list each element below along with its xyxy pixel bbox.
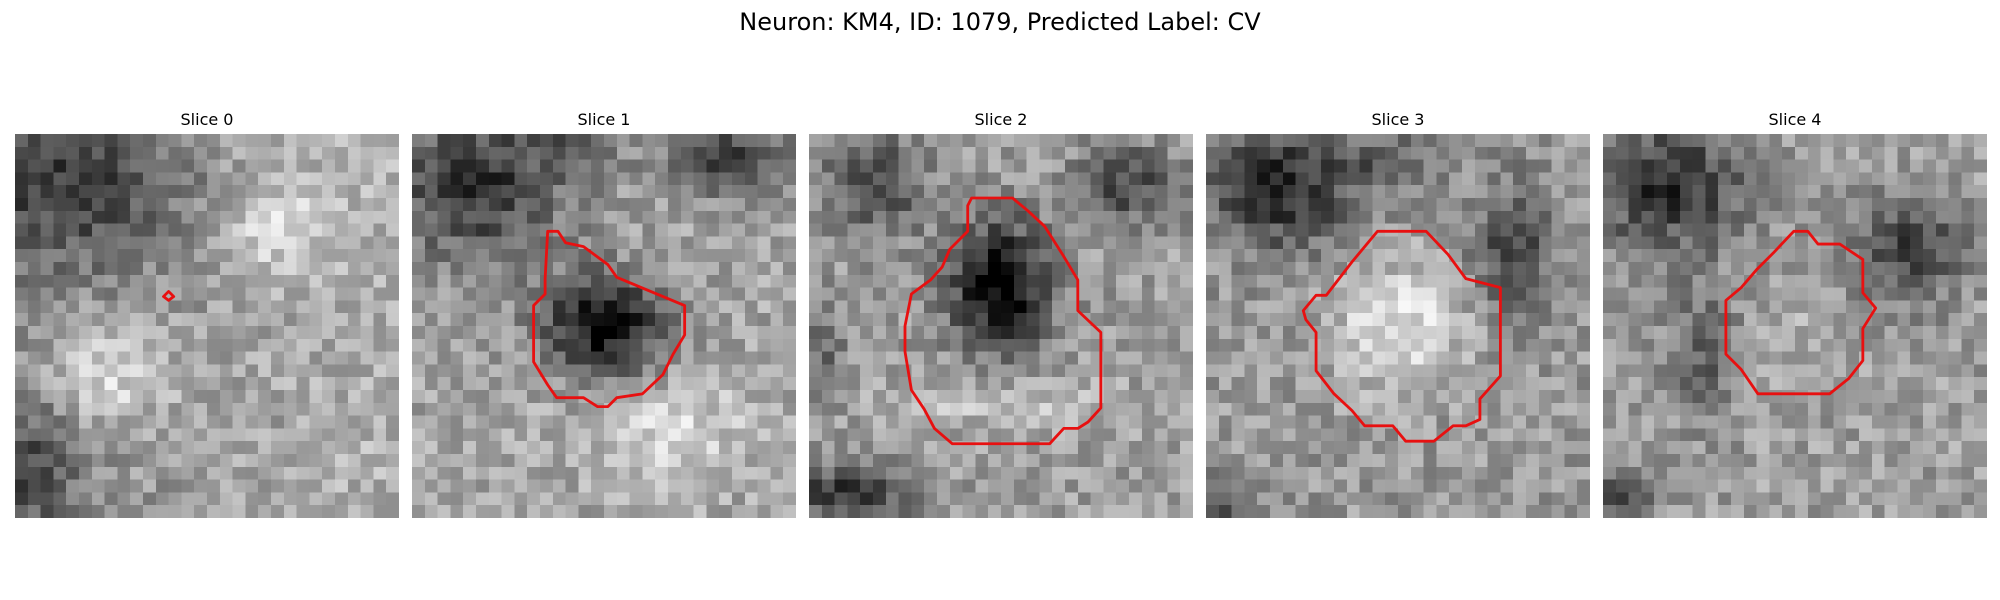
slice-image-2	[809, 134, 1193, 518]
slice-title: Slice 2	[974, 110, 1028, 129]
roi-contour	[1724, 229, 1878, 396]
roi-contour	[903, 196, 1103, 446]
slice-panel-1: Slice 1	[412, 0, 796, 600]
roi-contour	[532, 229, 687, 409]
slice-title: Slice 1	[577, 110, 631, 129]
roi-contour	[162, 290, 176, 302]
slice-image-4	[1603, 134, 1987, 518]
figure-title: Neuron: KM4, ID: 1079, Predicted Label: …	[739, 8, 1261, 36]
roi-contour	[1301, 229, 1502, 443]
slice-title: Slice 0	[180, 110, 234, 129]
slice-image-3	[1206, 134, 1590, 518]
slice-panel-3: Slice 3	[1206, 0, 1590, 600]
slice-panel-2: Slice 2	[809, 0, 1193, 600]
slice-title: Slice 3	[1371, 110, 1425, 129]
slice-panel-4: Slice 4	[1603, 0, 1987, 600]
slice-title: Slice 4	[1768, 110, 1822, 129]
slice-panel-0: Slice 0	[15, 0, 399, 600]
slice-image-1	[412, 134, 796, 518]
slice-image-0	[15, 134, 399, 518]
